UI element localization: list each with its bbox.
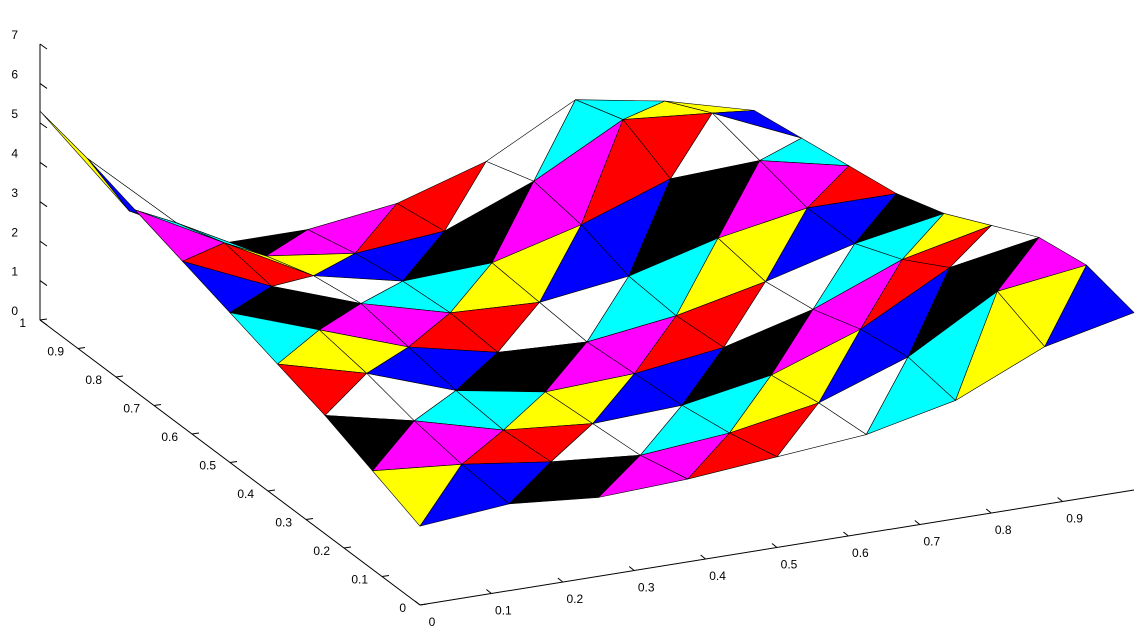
- z-tick-label: 0: [11, 304, 18, 318]
- x-tick: [486, 590, 491, 594]
- x-tick-label: 0.4: [709, 569, 726, 583]
- y-tick: [268, 490, 275, 491]
- surface-facet: [40, 111, 129, 211]
- y-tick-label: 0.3: [275, 516, 292, 530]
- x-tick: [558, 578, 563, 582]
- y-tick-label: 0.6: [161, 430, 178, 444]
- x-tick: [415, 601, 420, 605]
- x-tick-label: 0.2: [566, 592, 583, 606]
- x-tick: [986, 509, 991, 513]
- y-tick-label: 0: [399, 601, 406, 615]
- y-tick: [382, 576, 389, 577]
- y-tick: [344, 547, 351, 548]
- z-tick-label: 4: [11, 146, 18, 160]
- y-tick-label: 0.1: [351, 573, 368, 587]
- z-tick: [40, 83, 47, 88]
- y-tick: [306, 519, 313, 520]
- z-tick: [40, 281, 47, 286]
- y-tick: [192, 433, 199, 434]
- y-tick: [420, 604, 427, 605]
- z-tick-label: 3: [11, 186, 18, 200]
- x-tick: [1058, 498, 1063, 502]
- z-tick-label: 2: [11, 225, 18, 239]
- x-tick-label: 0: [429, 615, 436, 629]
- x-tick-label: 0.8: [995, 523, 1012, 537]
- y-tick-label: 1: [19, 316, 26, 330]
- x-tick: [701, 555, 706, 559]
- x-tick-label: 0.1: [495, 604, 512, 618]
- x-tick: [843, 532, 848, 536]
- z-tick: [40, 202, 47, 207]
- x-tick-label: 0.7: [923, 535, 940, 549]
- z-tick-label: 5: [11, 107, 18, 121]
- x-tick-label: 0.9: [1066, 512, 1083, 526]
- y-tick-label: 0.7: [123, 402, 140, 416]
- chart: 0 0.1 0.2 0.3 0.4 0.5 0.6 0.7 0.8 0.9 0 0.1 0.2 0.3 0.…: [0, 0, 1136, 629]
- z-tick-label: 7: [11, 28, 18, 42]
- z-tick: [40, 44, 47, 49]
- y-tick-label: 0.8: [85, 373, 102, 387]
- x-tick: [915, 521, 920, 525]
- x-tick-label: 0.6: [852, 546, 869, 560]
- z-tick: [40, 241, 47, 246]
- x-tick: [629, 567, 634, 571]
- surface-facet: [88, 158, 177, 222]
- y-tick: [78, 348, 85, 349]
- x-tick: [772, 544, 777, 548]
- y-tick-label: 0.4: [237, 487, 254, 501]
- y-tick-label: 0.9: [47, 345, 64, 359]
- z-tick-label: 6: [11, 68, 18, 82]
- z-tick: [40, 162, 47, 167]
- y-tick: [230, 462, 237, 463]
- y-tick-label: 0.2: [313, 544, 330, 558]
- y-tick: [40, 319, 47, 320]
- z-tick-label: 1: [11, 265, 18, 279]
- y-tick-label: 0.5: [199, 459, 216, 473]
- y-tick: [154, 405, 161, 406]
- y-tick: [116, 376, 123, 377]
- z-tick: [40, 320, 47, 325]
- x-tick-label: 0.5: [781, 558, 798, 572]
- x-tick-label: 0.3: [638, 581, 655, 595]
- z-tick: [40, 123, 47, 128]
